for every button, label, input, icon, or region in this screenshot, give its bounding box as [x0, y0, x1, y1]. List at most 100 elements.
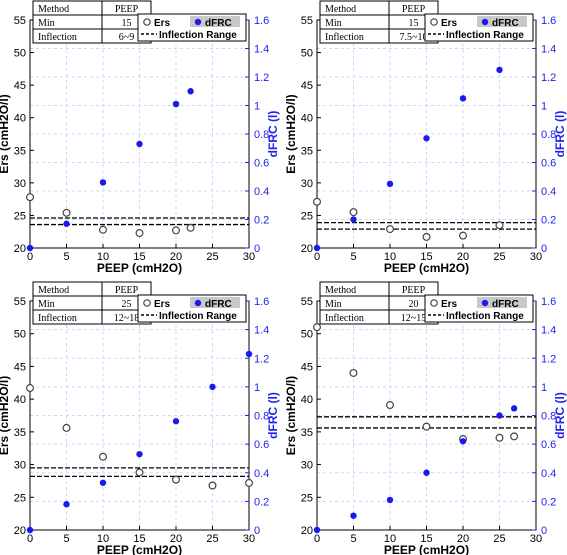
y2-tick-label: 1.2: [254, 72, 269, 84]
table-cell: Min: [38, 299, 55, 310]
y-tick-label: 25: [301, 210, 313, 222]
legend-ers-label: Ers: [441, 18, 458, 29]
table-cell: Inflection: [38, 32, 77, 43]
x-tick-label: 0: [314, 251, 320, 263]
y2-tick-label: 0.2: [254, 496, 269, 508]
y-tick-label: 55: [301, 296, 313, 308]
table-cell: Method: [38, 285, 69, 296]
y2-tick-label: 0.6: [541, 158, 556, 170]
legend-ers-marker: [143, 299, 151, 307]
dfrc-point: [172, 100, 180, 108]
y2-tick-label: 0.2: [541, 215, 556, 227]
dfrc-point: [423, 469, 430, 476]
legend-ers-marker: [143, 18, 151, 26]
x-tick-label: 30: [243, 251, 255, 263]
ers-point: [98, 452, 107, 461]
y-tick-label: 30: [301, 460, 313, 472]
dfrc-point: [459, 95, 467, 102]
legend-highlight: [190, 297, 240, 308]
ers-point: [510, 432, 519, 441]
x-tick-label: 20: [170, 533, 182, 545]
y-tick-label: 50: [301, 329, 313, 341]
legend-dfrc-marker: [194, 18, 202, 26]
y2-tick-label: 0.8: [541, 411, 556, 423]
x-tick-label: 15: [420, 533, 432, 545]
legend-highlight: [190, 16, 240, 27]
table-cell: Method: [325, 285, 356, 296]
y-tick-label: 20: [14, 243, 26, 255]
ers-point: [422, 232, 431, 241]
y-tick-label: 30: [14, 178, 26, 190]
y-tick-label: 45: [14, 80, 26, 92]
x-tick-label: 25: [493, 533, 505, 545]
table-cell: 7.5~10: [400, 32, 428, 43]
x-tick-label: 15: [133, 533, 145, 545]
dfrc-point: [63, 501, 70, 508]
dfrc-point: [350, 512, 357, 519]
x-tick-label: 10: [97, 251, 109, 263]
x-tick-label: 25: [493, 251, 505, 263]
table-cell: 6~9: [119, 32, 134, 43]
legend-dfrc-label: dFRC: [205, 18, 232, 29]
table-cell: Method: [325, 4, 356, 15]
dfrc-point: [136, 140, 143, 148]
x-tick-label: 5: [350, 533, 356, 545]
y2-axis-label: dFRC (l): [266, 392, 280, 439]
y-tick-label: 25: [14, 210, 26, 222]
table-frame: [319, 281, 439, 325]
x-tick-label: 5: [350, 251, 356, 263]
y-tick-label: 35: [301, 145, 313, 157]
x-tick-label: 10: [384, 533, 396, 545]
ers-point: [26, 384, 35, 393]
table-cell: PEEP: [402, 4, 426, 15]
legend-dfrc-marker: [481, 18, 489, 26]
table-cell: 12~15: [401, 313, 426, 324]
table-cell: Min: [38, 18, 55, 29]
x-tick-label: 0: [27, 533, 33, 545]
dfrc-point: [350, 216, 357, 223]
y-tick-label: 35: [14, 145, 26, 157]
legend-ers-label: Ers: [154, 299, 171, 310]
table-cell: Inflection: [325, 313, 364, 324]
y-tick-label: 55: [301, 15, 313, 27]
legend-dfrc-marker: [481, 299, 489, 307]
table-cell: Inflection: [325, 32, 364, 43]
y2-tick-label: 1.6: [254, 15, 269, 27]
y2-axis-label: dFRC (l): [553, 392, 567, 439]
y-tick-label: 55: [14, 15, 26, 27]
x-tick-label: 10: [97, 533, 109, 545]
legend-highlight: [477, 297, 527, 308]
y2-tick-label: 0.4: [254, 186, 269, 198]
dfrc-point: [99, 479, 107, 486]
ers-point: [208, 481, 217, 490]
dfrc-point: [26, 244, 34, 252]
y2-tick-label: 0.6: [254, 439, 269, 451]
y-tick-label: 45: [301, 361, 313, 373]
dfrc-point: [187, 88, 194, 95]
y-tick-label: 50: [14, 48, 26, 60]
y-tick-label: 35: [14, 427, 26, 439]
y2-tick-label: 1.4: [254, 44, 269, 56]
ers-point: [313, 323, 322, 332]
ers-point: [313, 197, 322, 206]
y-tick-label: 25: [14, 492, 26, 504]
legend-ers-marker: [430, 18, 438, 26]
ers-point: [459, 231, 468, 240]
ers-point: [135, 229, 144, 238]
x-tick-label: 30: [243, 533, 255, 545]
ers-point: [172, 475, 181, 484]
ers-point: [98, 225, 107, 234]
y2-tick-label: 0.2: [541, 496, 556, 508]
y-axis-label: Ers (cmH2O/l): [284, 94, 298, 173]
y2-tick-label: 0.8: [254, 411, 269, 423]
dfrc-point: [313, 526, 321, 534]
y-tick-label: 40: [14, 113, 26, 125]
y-axis-label: Ers (cmH2O/l): [0, 376, 11, 455]
ers-point: [26, 193, 35, 202]
x-axis-label: PEEP (cmH2O): [97, 261, 182, 275]
y2-tick-label: 1.2: [541, 72, 556, 84]
x-axis-label: PEEP (cmH2O): [384, 261, 469, 275]
y2-tick-label: 0.8: [541, 129, 556, 141]
dfrc-point: [26, 526, 34, 534]
